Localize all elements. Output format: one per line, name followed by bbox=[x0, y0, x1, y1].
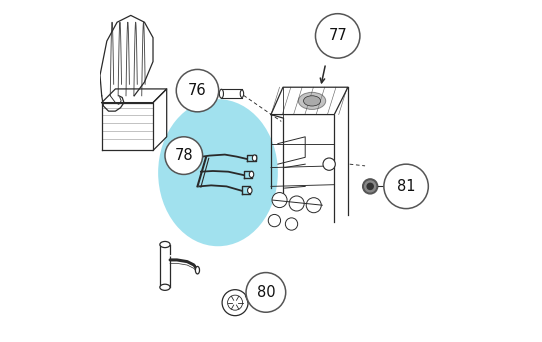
Ellipse shape bbox=[298, 92, 326, 109]
Ellipse shape bbox=[253, 155, 257, 161]
Circle shape bbox=[222, 290, 248, 316]
Circle shape bbox=[272, 193, 287, 208]
Circle shape bbox=[365, 181, 376, 192]
Text: 81: 81 bbox=[397, 179, 415, 194]
Circle shape bbox=[176, 69, 218, 112]
Ellipse shape bbox=[158, 99, 278, 246]
Ellipse shape bbox=[220, 89, 223, 98]
Ellipse shape bbox=[304, 96, 320, 106]
Circle shape bbox=[363, 179, 378, 194]
Circle shape bbox=[289, 196, 304, 211]
Circle shape bbox=[315, 14, 360, 58]
Text: 76: 76 bbox=[188, 83, 207, 98]
Circle shape bbox=[286, 218, 298, 230]
Ellipse shape bbox=[196, 266, 199, 274]
Text: 80: 80 bbox=[256, 285, 275, 300]
Ellipse shape bbox=[248, 187, 252, 194]
Circle shape bbox=[323, 158, 335, 170]
Text: 78: 78 bbox=[175, 148, 193, 163]
Circle shape bbox=[228, 295, 243, 310]
Circle shape bbox=[246, 273, 286, 312]
Text: 77: 77 bbox=[328, 28, 347, 43]
Circle shape bbox=[306, 198, 321, 213]
Circle shape bbox=[268, 214, 281, 227]
Ellipse shape bbox=[249, 171, 254, 177]
Ellipse shape bbox=[240, 90, 244, 97]
Ellipse shape bbox=[160, 284, 170, 290]
Ellipse shape bbox=[160, 241, 170, 248]
Circle shape bbox=[384, 164, 428, 209]
Circle shape bbox=[165, 137, 203, 174]
Circle shape bbox=[367, 183, 373, 189]
